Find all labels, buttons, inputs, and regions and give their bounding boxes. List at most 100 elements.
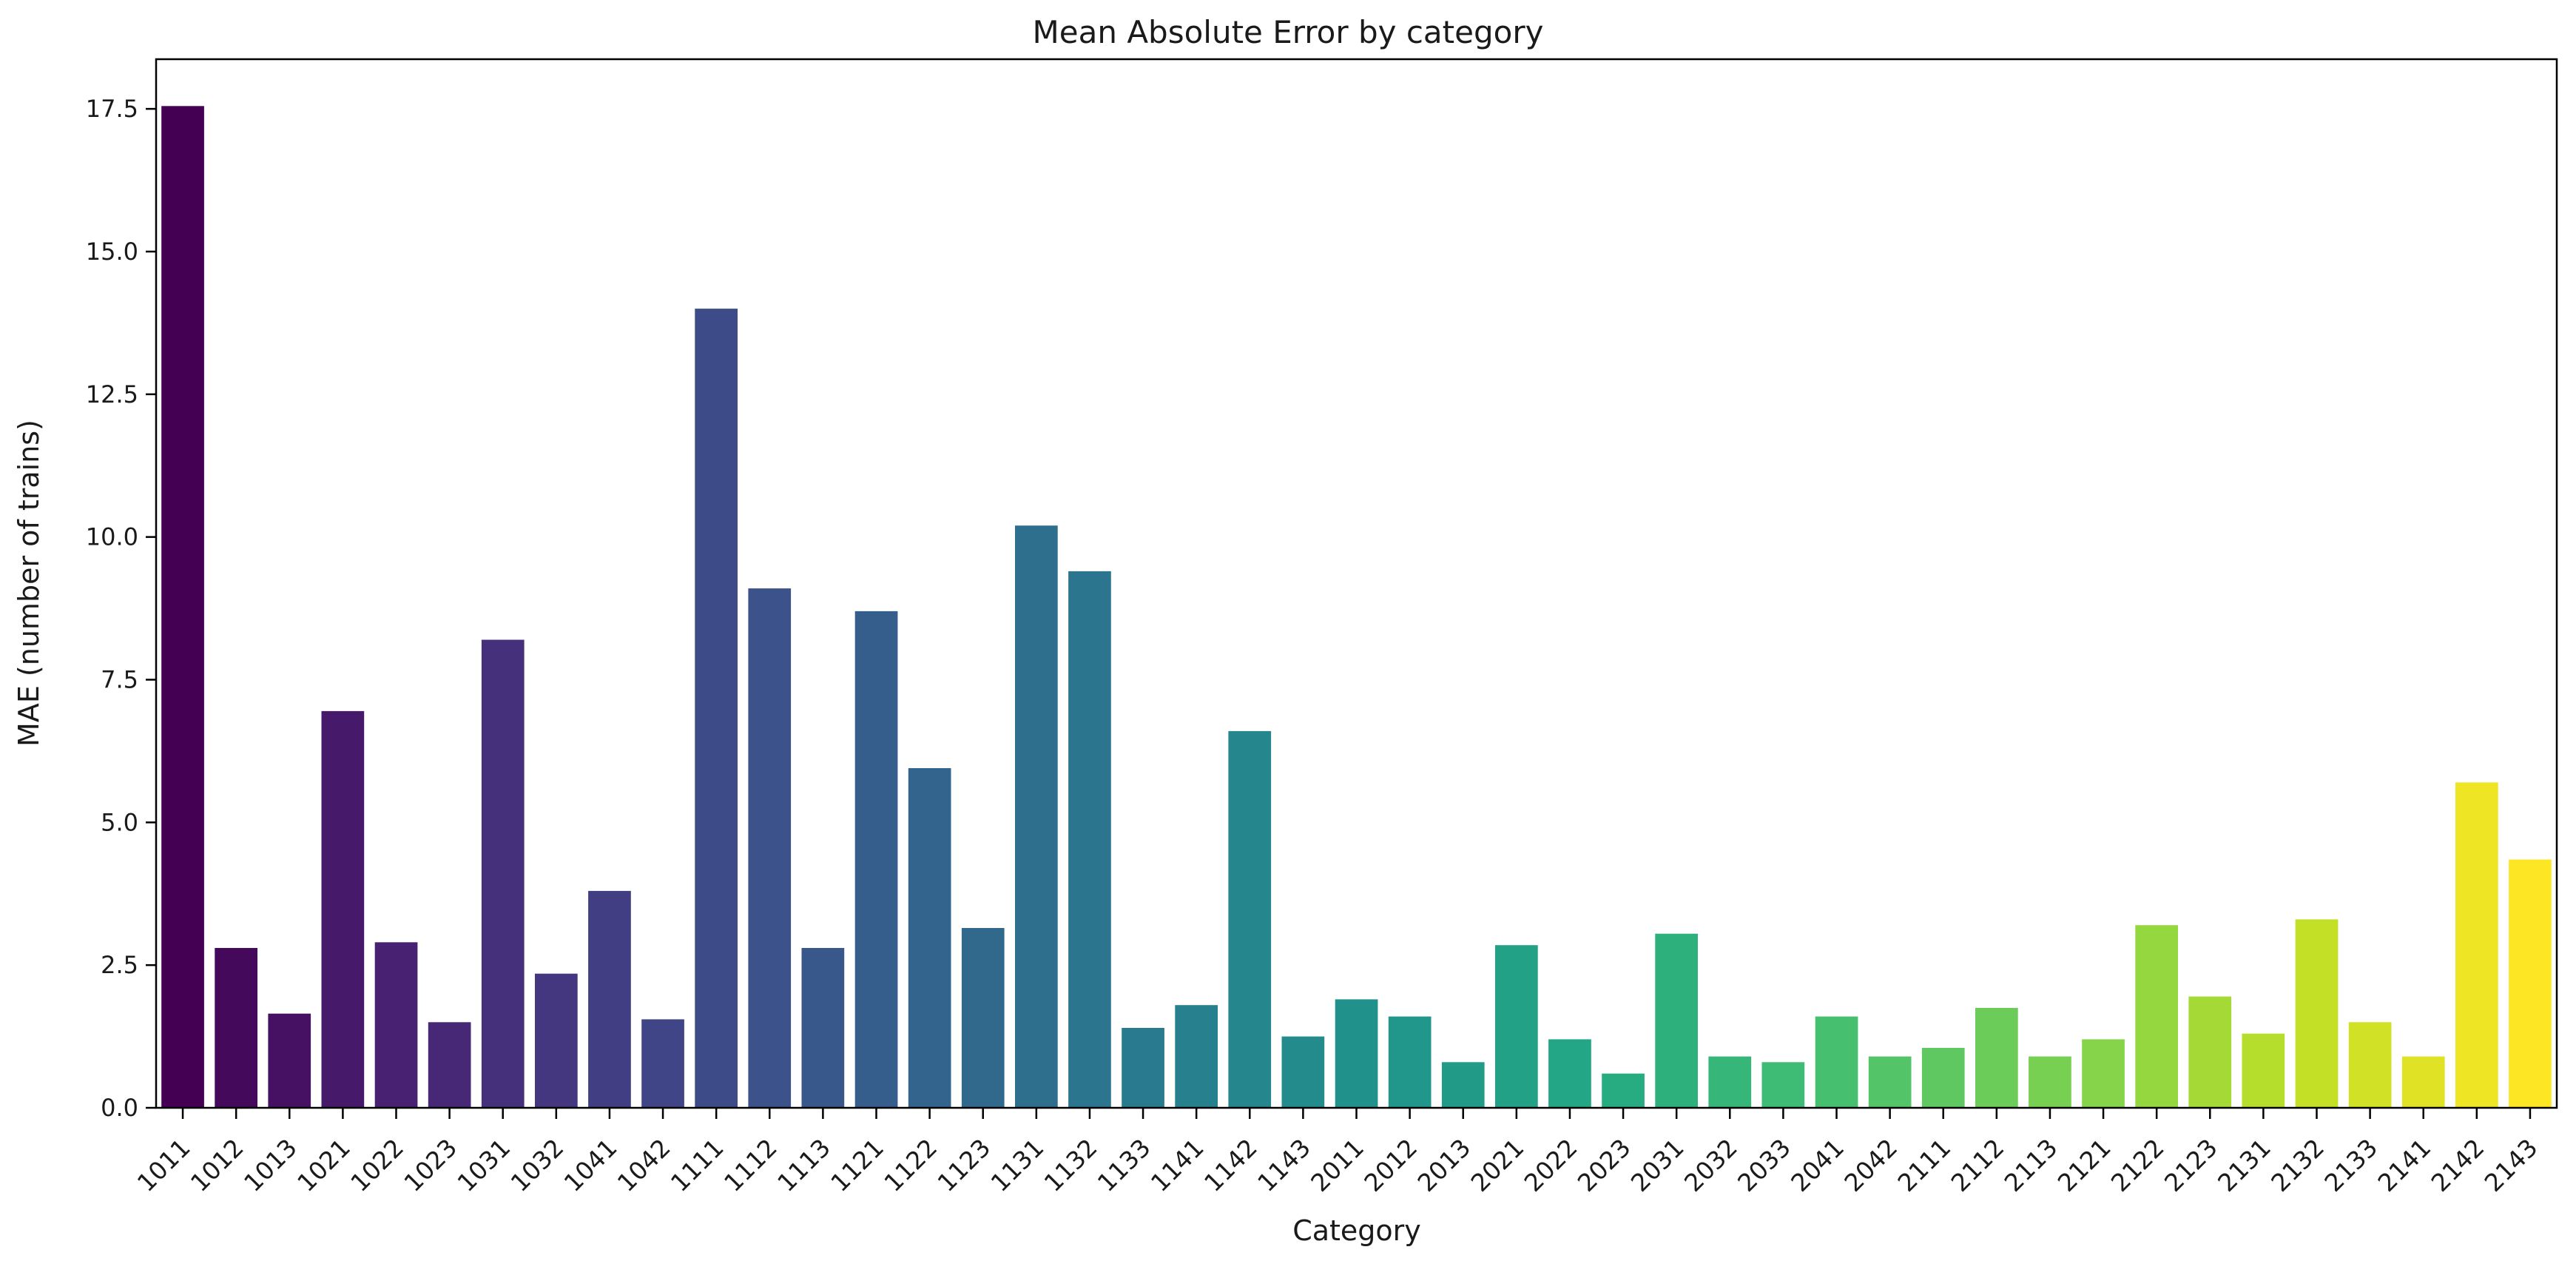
chart-title: Mean Absolute Error by category (1033, 14, 1544, 50)
bar-1022 (374, 942, 418, 1108)
bar-2111 (1921, 1048, 1965, 1108)
bar-2023 (1602, 1073, 1645, 1108)
bar-1132 (1068, 571, 1111, 1108)
bar-1021 (321, 710, 365, 1108)
bar-1142 (1228, 730, 1272, 1108)
bar-2011 (1335, 999, 1378, 1108)
x-tick-label: 2022 (1519, 1133, 1583, 1197)
x-tick-label: 2133 (2319, 1133, 2383, 1197)
bar-1112 (748, 588, 792, 1108)
x-tick-label: 2121 (2052, 1133, 2117, 1197)
x-tick-label: 1111 (665, 1133, 729, 1197)
x-tick-label: 2122 (2105, 1133, 2170, 1197)
x-tick-label: 2142 (2426, 1133, 2490, 1197)
bar-1131 (1015, 525, 1058, 1108)
bar-2032 (1708, 1056, 1752, 1108)
bar-2121 (2082, 1039, 2125, 1108)
y-tick-label: 0.0 (101, 1094, 138, 1122)
x-tick-label: 1012 (185, 1133, 249, 1197)
x-axis-label: Category (1292, 1214, 1421, 1247)
x-tick-label: 2012 (1358, 1133, 1423, 1197)
x-tick-label: 1032 (505, 1133, 570, 1197)
bar-2112 (1975, 1008, 2018, 1108)
bar-2132 (2295, 919, 2339, 1108)
x-tick-label: 2011 (1305, 1133, 1369, 1197)
bar-2033 (1761, 1062, 1805, 1108)
bars-layer (161, 106, 2552, 1109)
bar-1121 (854, 611, 898, 1108)
bar-2141 (2401, 1056, 2445, 1108)
x-tick-label: 1042 (612, 1133, 676, 1197)
x-tick-label: 2032 (1679, 1133, 1743, 1197)
x-tick-label: 1031 (451, 1133, 516, 1197)
x-tick-label: 1013 (238, 1133, 303, 1197)
bar-1143 (1281, 1036, 1325, 1108)
bar-2123 (2188, 996, 2232, 1108)
y-axis-label: MAE (number of trains) (13, 420, 45, 747)
bar-2142 (2455, 782, 2498, 1108)
x-tick-label: 1011 (132, 1133, 196, 1197)
bar-1032 (535, 973, 578, 1108)
bar-2131 (2242, 1033, 2285, 1108)
x-tick-label: 1121 (825, 1133, 889, 1197)
x-tick-label: 2033 (1732, 1133, 1796, 1197)
y-tick-label: 10.0 (86, 523, 138, 551)
bar-1023 (428, 1022, 471, 1108)
bar-2122 (2135, 925, 2178, 1108)
y-tick-label: 17.5 (86, 95, 138, 123)
x-tick-label: 2013 (1412, 1133, 1476, 1197)
bar-1041 (588, 890, 631, 1108)
y-tick-label: 2.5 (101, 951, 138, 979)
bar-1122 (908, 768, 951, 1108)
x-tick-label: 1133 (1092, 1133, 1156, 1197)
bar-1013 (268, 1013, 311, 1108)
x-tick-label: 1021 (291, 1133, 356, 1197)
bar-2031 (1655, 933, 1698, 1108)
bar-2021 (1495, 945, 1538, 1108)
bar-2041 (1815, 1016, 1858, 1108)
bar-2113 (2029, 1056, 2071, 1108)
x-tick-label: 2143 (2479, 1133, 2543, 1197)
bar-1031 (481, 639, 525, 1108)
bar-1133 (1122, 1028, 1164, 1108)
bar-1012 (215, 948, 257, 1108)
y-tick-label: 12.5 (86, 380, 138, 408)
x-tick-label: 2041 (1785, 1133, 1850, 1197)
x-tick-label: 1122 (878, 1133, 943, 1197)
bar-1011 (161, 106, 204, 1108)
x-tick-label: 2023 (1572, 1133, 1636, 1197)
x-tick-label: 2111 (1892, 1133, 1956, 1197)
x-tick-label: 1112 (718, 1133, 783, 1197)
x-tick-label: 1143 (1252, 1133, 1316, 1197)
y-tick-label: 5.0 (101, 808, 138, 836)
x-tick-label: 1022 (345, 1133, 409, 1197)
x-tick-label: 2141 (2372, 1133, 2436, 1197)
x-tick-label: 1041 (559, 1133, 623, 1197)
x-tick-label: 2031 (1625, 1133, 1690, 1197)
bar-1042 (641, 1019, 684, 1108)
bar-1111 (695, 309, 738, 1109)
bar-2012 (1388, 1016, 1432, 1108)
bar-2013 (1441, 1062, 1485, 1108)
bar-2143 (2509, 859, 2552, 1108)
bar-1123 (961, 928, 1005, 1108)
x-tick-label: 1132 (1039, 1133, 1103, 1197)
y-tick-label: 7.5 (101, 665, 138, 693)
x-tick-label: 2131 (2212, 1133, 2276, 1197)
bar-1141 (1175, 1005, 1218, 1108)
x-tick-label: 2021 (1466, 1133, 1530, 1197)
x-tick-label: 2042 (1838, 1133, 1903, 1197)
x-tick-label: 2123 (2159, 1133, 2223, 1197)
x-tick-label: 2112 (1946, 1133, 2010, 1197)
y-tick-label: 15.0 (86, 238, 138, 266)
x-tick-label: 1113 (772, 1133, 836, 1197)
x-tick-label: 1131 (985, 1133, 1050, 1197)
bar-2133 (2348, 1022, 2392, 1108)
x-tick-label: 1123 (931, 1133, 996, 1197)
bar-2042 (1868, 1056, 1912, 1108)
x-tick-label: 1142 (1198, 1133, 1263, 1197)
x-tick-label: 2132 (2265, 1133, 2330, 1197)
x-tick-label: 1023 (398, 1133, 462, 1197)
